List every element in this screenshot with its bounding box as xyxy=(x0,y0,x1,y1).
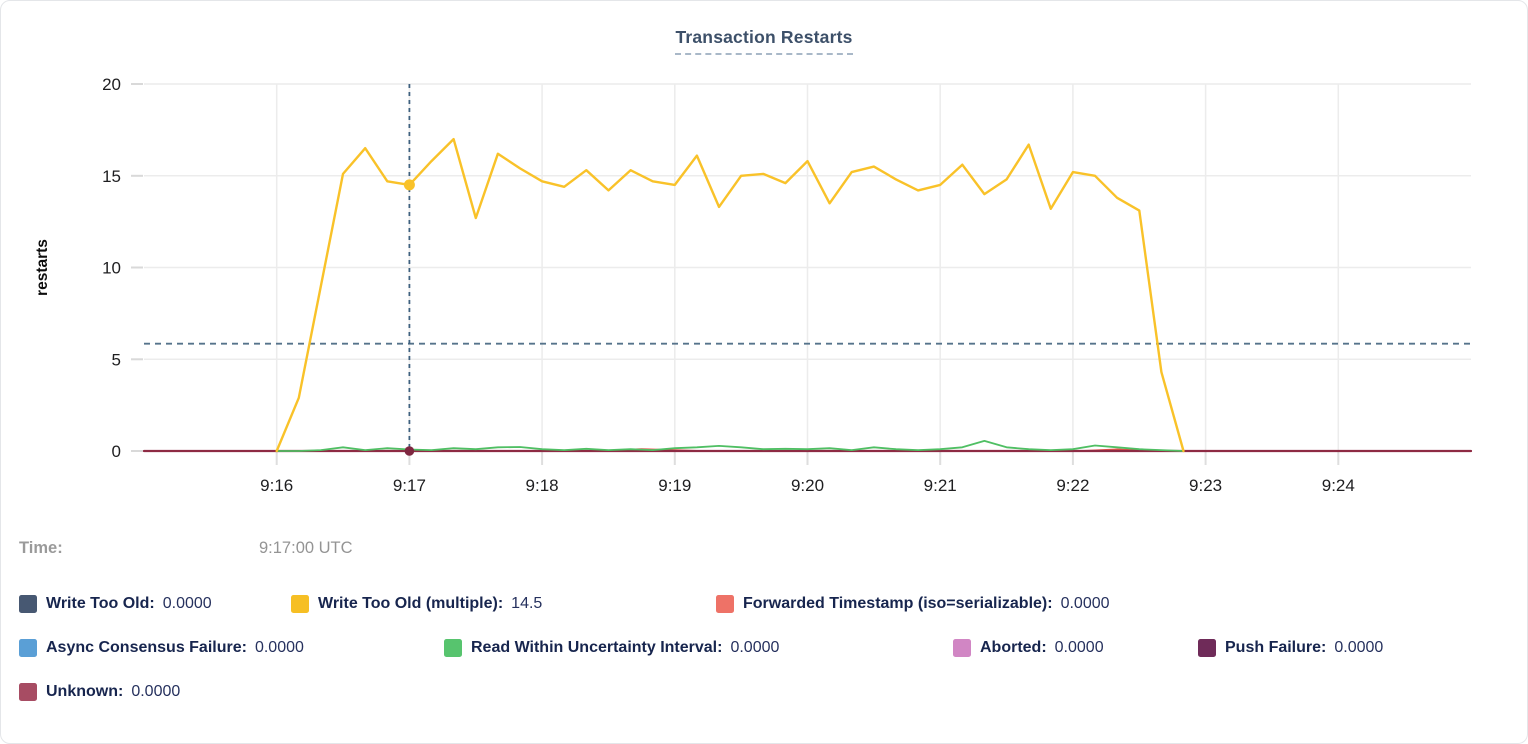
x-tick-label: 9:22 xyxy=(1056,476,1089,495)
legend-swatch-icon xyxy=(19,639,37,657)
legend-row: Async Consensus Failure: 0.0000 Read Withi… xyxy=(19,637,1513,659)
legend-item-label: Write Too Old: xyxy=(46,595,155,612)
legend-item-value: 0.0000 xyxy=(730,639,780,656)
legend-item-label: Async Consensus Failure: xyxy=(46,639,247,656)
legend-row: Unknown: 0.0000 xyxy=(19,681,1513,703)
legend-item-label: Push Failure: xyxy=(1225,639,1327,656)
legend-swatch-icon xyxy=(953,639,971,657)
hover-dot xyxy=(403,179,415,191)
legend-swatch-icon xyxy=(291,595,309,613)
chart-header: Transaction Restarts xyxy=(1,27,1527,55)
legend-row: Write Too Old: 0.0000 Write Too Old (multi… xyxy=(19,593,1513,615)
x-tick-label: 9:19 xyxy=(658,476,691,495)
transaction-restarts-chart[interactable]: 0 5 10 15 20 9:16 9:17 9:18 9:19 9:20 9:21 9:22 9:23… xyxy=(1,1,1528,513)
legend-item-forwarded-timestamp-iso-serializable: Forwarded Timestamp (iso=serializable): 0… xyxy=(716,595,1110,613)
legend-item-push-failure: Push Failure: 0.0000 xyxy=(1198,639,1383,657)
legend-item-value: 0.0000 xyxy=(254,639,304,656)
y-axis-label: restarts xyxy=(34,239,51,296)
legend-item-value: 0.0000 xyxy=(1334,639,1384,656)
legend-swatch-icon xyxy=(1198,639,1216,657)
hover-time-value: 9:17:00 UTC xyxy=(259,539,353,557)
series-line-write-too-old-multiple xyxy=(275,137,1185,453)
x-tick-label: 9:18 xyxy=(526,476,559,495)
x-tick-label: 9:20 xyxy=(791,476,824,495)
x-tick-label: 9:23 xyxy=(1189,476,1222,495)
legend-item-read-within-uncertainty-interval: Read Within Uncertainty Interval: 0.0000 xyxy=(444,639,953,657)
x-tick-label: 9:21 xyxy=(924,476,957,495)
legend-item-write-too-old: Write Too Old: 0.0000 xyxy=(19,595,291,613)
legend-item-label: Read Within Uncertainty Interval: xyxy=(471,639,723,656)
y-tick-label: 0 xyxy=(112,442,121,461)
legend-item-label: Write Too Old (multiple): xyxy=(318,595,504,612)
y-tick-label: 15 xyxy=(102,167,121,186)
legend-item-value: 0.0000 xyxy=(131,683,181,700)
legend-item-unknown: Unknown: 0.0000 xyxy=(19,683,180,701)
y-tick-label: 10 xyxy=(102,259,121,278)
legend-item-label: Unknown: xyxy=(46,683,124,700)
legend-item-async-consensus-failure: Async Consensus Failure: 0.0000 xyxy=(19,639,444,657)
series-line-read-within-uncertainty-interval xyxy=(275,439,1185,452)
y-tick-label: 20 xyxy=(102,75,121,94)
legend-item-value: 0.0000 xyxy=(162,595,212,612)
legend-swatch-icon xyxy=(444,639,462,657)
legend-swatch-icon xyxy=(716,595,734,613)
y-tick-label: 5 xyxy=(112,350,121,369)
x-tick-label: 9:24 xyxy=(1322,476,1355,495)
legend-item-label: Aborted: xyxy=(980,639,1047,656)
legend-item-value: 0.0000 xyxy=(1060,595,1110,612)
legend-swatch-icon xyxy=(19,595,37,613)
legend-item-value: 14.5 xyxy=(511,595,543,612)
x-tick-label: 9:17 xyxy=(393,476,426,495)
chart-legend: Write Too Old: 0.0000 Write Too Old (multi… xyxy=(19,593,1513,725)
legend-item-value: 0.0000 xyxy=(1054,639,1104,656)
legend-item-aborted: Aborted: 0.0000 xyxy=(953,639,1198,657)
legend-item-label: Forwarded Timestamp (iso=serializable): xyxy=(743,595,1053,612)
hover-dot xyxy=(404,446,415,456)
legend-item-write-too-old-multiple: Write Too Old (multiple): 14.5 xyxy=(291,595,716,613)
hover-time-label: Time: xyxy=(19,539,63,557)
x-tick-label: 9:16 xyxy=(260,476,293,495)
legend-swatch-icon xyxy=(19,683,37,701)
chart-title[interactable]: Transaction Restarts xyxy=(675,27,853,55)
